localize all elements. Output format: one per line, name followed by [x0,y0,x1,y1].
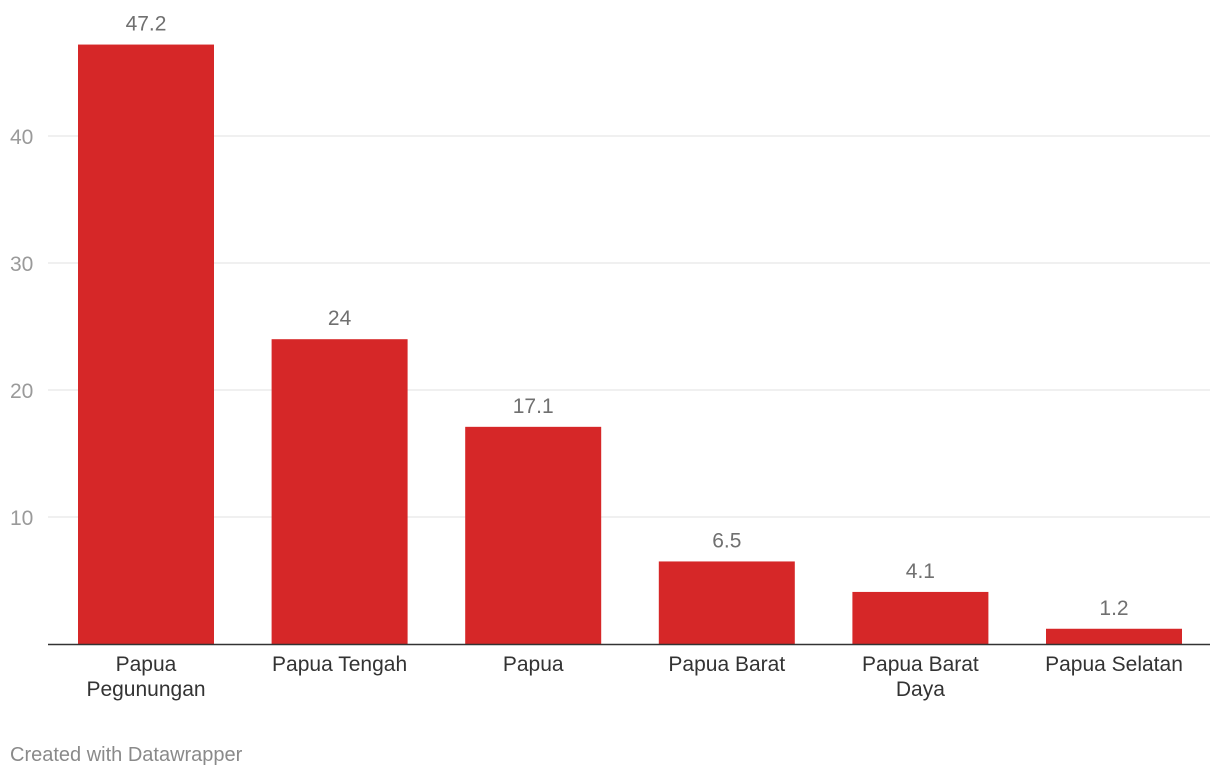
x-category-label-0-line-0: Papua [116,653,177,676]
bar-2 [465,426,602,644]
datawrapper-credit: Created with Datawrapper [10,744,243,766]
x-category-label-2: Papua [503,653,564,676]
bar-value-label-3: 6.5 [712,529,741,552]
y-tick-label-30: 30 [10,253,33,276]
bar-3 [658,561,795,644]
y-tick-label-20: 20 [10,380,33,403]
x-category-label-4-line-0: Papua Barat [862,653,979,676]
bar-value-label-5: 1.2 [1099,597,1128,620]
bar-1 [271,339,408,644]
bar-value-label-1: 24 [328,307,352,330]
bar-5 [1046,628,1182,644]
bar-0 [78,44,214,645]
bar-value-label-2: 17.1 [513,395,554,418]
x-category-label-0-line-1: Pegunungan [86,678,205,701]
x-category-label-4-line-1: Daya [896,678,945,701]
bar-4 [852,591,989,644]
bar-value-label-0: 47.2 [126,13,167,36]
bar-value-label-4: 4.1 [906,560,935,583]
x-category-label-3: Papua Barat [668,653,785,676]
y-tick-label-10: 10 [10,507,33,530]
x-category-label-1: Papua Tengah [272,653,407,676]
y-tick-label-40: 40 [10,126,33,149]
x-category-label-5: Papua Selatan [1045,653,1183,676]
